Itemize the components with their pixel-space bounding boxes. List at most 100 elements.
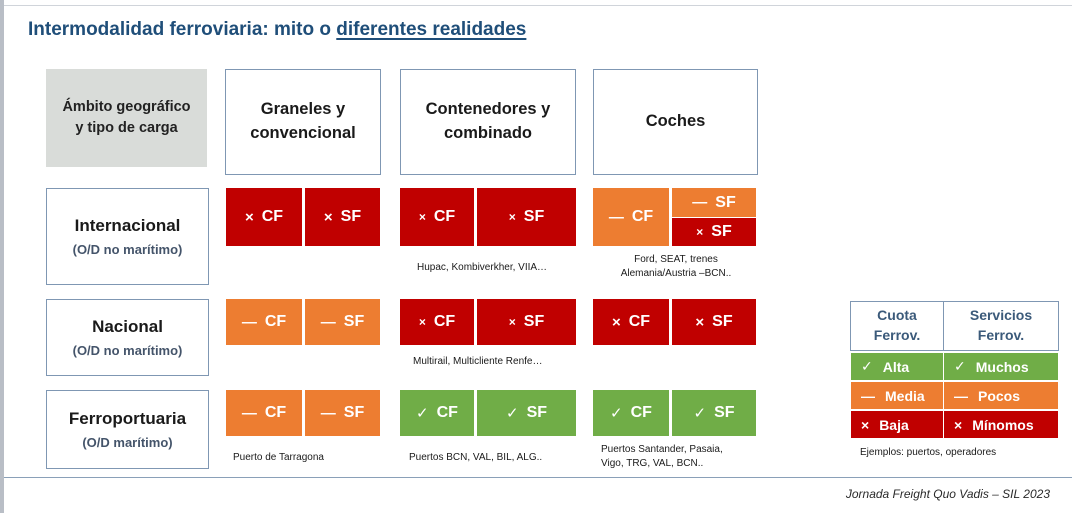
cross-icon: ×: [695, 313, 705, 331]
cell-intl-cars-cf: — CF: [593, 188, 669, 246]
cross-icon: ×: [418, 315, 426, 329]
sf-label: SF: [711, 223, 732, 240]
legend-header-line: Servicios: [969, 307, 1033, 324]
dash-icon: —: [241, 404, 257, 422]
cell-intl-bulk-sf: × SF: [305, 188, 380, 246]
cell-port-cars-sf: ✓ SF: [672, 390, 756, 436]
legend-header-services: Servicios Ferrov.: [943, 301, 1059, 351]
legend-header-quota: Cuota Ferrov.: [850, 301, 944, 351]
legend-many: ✓ Muchos: [943, 352, 1059, 381]
row-header-national: Nacional (O/D no marítimo): [46, 299, 209, 376]
legend-label: Mínomos: [972, 416, 1034, 433]
cell-nac-containers-cf: × CF: [400, 299, 474, 345]
row-header-international: Internacional (O/D no marítimo): [46, 188, 209, 285]
sf-label: SF: [714, 404, 735, 421]
footer-text: Jornada Freight Quo Vadis – SIL 2023: [845, 487, 1050, 501]
corner-line2: y tipo de carga: [75, 120, 178, 136]
row-header-name: Internacional: [74, 216, 181, 235]
cf-label: CF: [630, 404, 652, 421]
sf-label: SF: [715, 193, 736, 211]
dash-icon: —: [320, 313, 336, 331]
check-icon: ✓: [693, 405, 707, 422]
cf-label: CF: [433, 313, 456, 330]
row-header-port: Ferroportuaria (O/D marítimo): [46, 390, 209, 469]
cell-nac-cars-sf: × SF: [672, 299, 756, 345]
check-icon: ✓: [861, 358, 873, 374]
cf-label: CF: [631, 208, 654, 225]
check-icon: ✓: [505, 405, 519, 422]
column-header-line2: combinado: [443, 124, 532, 142]
legend-minimal: × Mínomos: [943, 410, 1059, 439]
column-header-line2: convencional: [250, 124, 356, 142]
legend-label: Alta: [882, 358, 910, 375]
column-header-line1: Graneles y: [260, 100, 346, 119]
note-line: Puertos Santander, Pasaia,: [601, 444, 723, 455]
note-intl-containers: Hupac, Kombiverkher, VIIA…: [417, 262, 548, 273]
cell-intl-bulk-cf: × CF: [226, 188, 302, 246]
cf-label: CF: [261, 208, 284, 225]
dash-icon: —: [241, 313, 257, 331]
cross-icon: ×: [696, 225, 704, 239]
note-line: Ford, SEAT, trenes: [634, 254, 718, 265]
corner-line1: Ámbito geográfico: [62, 98, 191, 115]
row-header-sub: (O/D no marítimo): [72, 242, 183, 257]
note-line: Alemania/Austria –BCN..: [620, 267, 732, 279]
column-header-line1: Coches: [645, 112, 706, 131]
legend-high: ✓ Alta: [850, 352, 944, 381]
cell-nac-cars-cf: × CF: [593, 299, 669, 345]
legend-label: Pocos: [978, 387, 1021, 404]
cross-icon: ×: [323, 208, 333, 226]
column-header-bulk: Graneles y convencional: [225, 69, 381, 175]
note-port-containers: Puertos BCN, VAL, BIL, ALG..: [409, 452, 543, 463]
dash-icon: —: [861, 387, 875, 404]
cell-nac-bulk-sf: — SF: [305, 299, 380, 345]
legend-label: Media: [885, 387, 925, 404]
cell-nac-bulk-cf: — CF: [226, 299, 302, 345]
corner-header: Ámbito geográfico y tipo de carga: [46, 69, 207, 167]
legend-low: × Baja: [850, 410, 944, 439]
column-header-cars: Coches: [593, 69, 758, 175]
cross-icon: ×: [508, 210, 516, 224]
cf-label: CF: [436, 404, 458, 421]
legend-header-line: Ferrov.: [873, 327, 921, 343]
sf-label: SF: [526, 404, 548, 421]
cell-port-containers-sf: ✓ SF: [477, 390, 576, 436]
sf-label: SF: [343, 313, 365, 330]
cell-port-containers-cf: ✓ CF: [400, 390, 474, 436]
dash-icon: —: [692, 194, 708, 211]
row-header-sub: (O/D no marítimo): [72, 343, 183, 358]
cf-label: CF: [433, 208, 456, 225]
legend-label: Muchos: [975, 358, 1029, 375]
cross-icon: ×: [861, 416, 870, 433]
dash-icon: —: [608, 208, 624, 226]
check-icon: ✓: [610, 405, 623, 422]
bottom-divider: [4, 477, 1072, 478]
legend-few: — Pocos: [943, 381, 1059, 410]
cf-label: CF: [264, 404, 287, 421]
cross-icon: ×: [244, 208, 254, 226]
left-accent-bar: [0, 0, 4, 513]
row-header-name: Nacional: [92, 317, 163, 336]
note-intl-cars: Ford, SEAT, trenes Alemania/Austria –BCN…: [600, 253, 752, 280]
legend-label: Baja: [879, 416, 909, 433]
sf-label: SF: [712, 313, 733, 330]
cross-icon: ×: [611, 313, 621, 331]
cell-port-cars-cf: ✓ CF: [593, 390, 669, 436]
cell-nac-containers-sf: × SF: [477, 299, 576, 345]
cross-icon: ×: [508, 315, 516, 329]
title-part2: diferentes realidades: [336, 19, 527, 40]
dash-icon: —: [320, 404, 336, 422]
cell-port-bulk-sf: — SF: [305, 390, 380, 436]
column-header-line1: Contenedores y: [425, 100, 551, 119]
row-header-sub: (O/D marítimo): [82, 435, 173, 450]
note-nac-containers: Multirail, Multicliente Renfe…: [413, 356, 543, 367]
sf-label: SF: [340, 208, 362, 225]
legend-header-line: Ferrov.: [977, 327, 1025, 343]
sf-label: SF: [523, 313, 545, 330]
cell-intl-containers-cf: × CF: [400, 188, 474, 246]
note-port-cars: Puertos Santander, Pasaia, Vigo, TRG, VA…: [601, 443, 723, 470]
top-divider: [4, 5, 1072, 6]
cf-label: CF: [628, 313, 651, 330]
note-line: Vigo, TRG, VAL, BCN..: [601, 457, 704, 469]
cell-intl-cars-sf-cross: × SF: [672, 218, 756, 246]
